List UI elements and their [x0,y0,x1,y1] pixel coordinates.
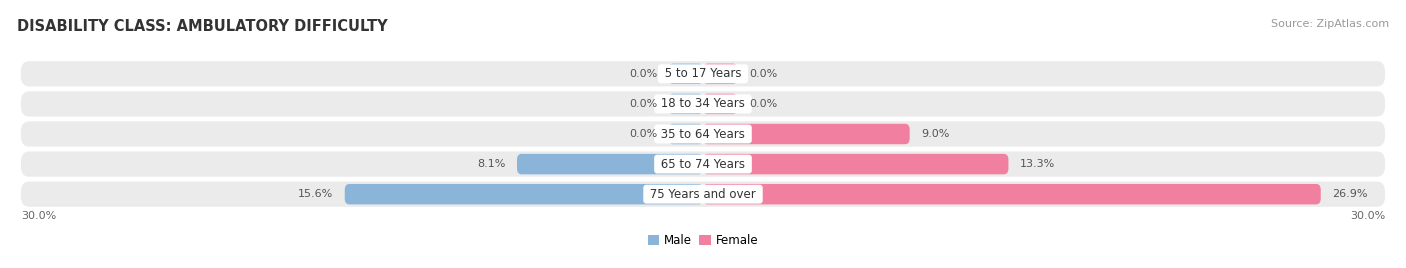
Text: 13.3%: 13.3% [1019,159,1054,169]
Text: DISABILITY CLASS: AMBULATORY DIFFICULTY: DISABILITY CLASS: AMBULATORY DIFFICULTY [17,19,388,34]
Text: 0.0%: 0.0% [628,129,657,139]
FancyBboxPatch shape [703,154,1008,174]
FancyBboxPatch shape [517,154,703,174]
Text: 18 to 34 Years: 18 to 34 Years [657,97,749,110]
Text: 0.0%: 0.0% [749,69,778,79]
Text: 65 to 74 Years: 65 to 74 Years [657,158,749,171]
Text: 30.0%: 30.0% [21,211,56,221]
FancyBboxPatch shape [344,184,703,204]
FancyBboxPatch shape [21,151,1385,177]
FancyBboxPatch shape [669,64,703,84]
FancyBboxPatch shape [21,91,1385,117]
Text: 8.1%: 8.1% [477,159,506,169]
Text: 0.0%: 0.0% [628,69,657,79]
FancyBboxPatch shape [703,184,1320,204]
FancyBboxPatch shape [669,124,703,144]
Text: 9.0%: 9.0% [921,129,949,139]
FancyBboxPatch shape [703,64,738,84]
Text: 75 Years and over: 75 Years and over [647,188,759,201]
Text: 30.0%: 30.0% [1350,211,1385,221]
FancyBboxPatch shape [21,121,1385,147]
Text: Source: ZipAtlas.com: Source: ZipAtlas.com [1271,19,1389,29]
Text: 0.0%: 0.0% [628,99,657,109]
FancyBboxPatch shape [21,181,1385,207]
Text: 26.9%: 26.9% [1333,189,1368,199]
Text: 35 to 64 Years: 35 to 64 Years [657,128,749,140]
Text: 0.0%: 0.0% [749,99,778,109]
FancyBboxPatch shape [703,124,910,144]
Text: 5 to 17 Years: 5 to 17 Years [661,67,745,80]
Text: 15.6%: 15.6% [298,189,333,199]
FancyBboxPatch shape [703,94,738,114]
Legend: Male, Female: Male, Female [643,229,763,252]
FancyBboxPatch shape [21,61,1385,87]
FancyBboxPatch shape [669,94,703,114]
